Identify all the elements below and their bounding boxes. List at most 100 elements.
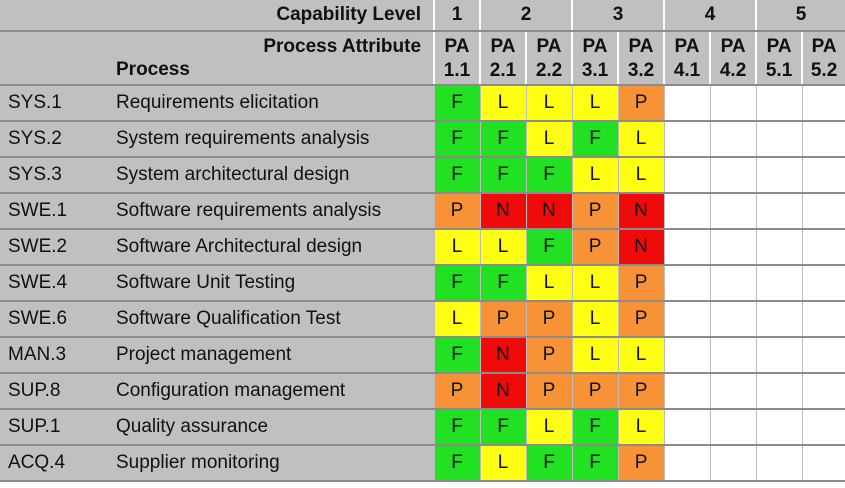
rating-cell: F bbox=[433, 337, 481, 374]
empty-rating-cell bbox=[755, 445, 803, 482]
process-id: SYS.3 bbox=[0, 157, 116, 194]
pa-header: PA 2.2 bbox=[525, 31, 573, 86]
process-name: Configuration management bbox=[116, 373, 435, 410]
pa-prefix: PA bbox=[536, 35, 562, 57]
rating-cell: L bbox=[571, 337, 619, 374]
rating-cell: L bbox=[525, 121, 573, 158]
empty-rating-cell bbox=[801, 193, 845, 230]
empty-rating-cell bbox=[755, 157, 803, 194]
process-name: Supplier monitoring bbox=[116, 445, 435, 482]
rating-cell: L bbox=[617, 121, 665, 158]
table-row: SUP.8 Configuration management P N P P P bbox=[0, 373, 845, 410]
pa-prefix: PA bbox=[582, 35, 608, 57]
capability-level-row: Capability Level 1 2 3 4 5 bbox=[0, 0, 845, 32]
process-id: MAN.3 bbox=[0, 337, 116, 374]
pa-prefix: PA bbox=[720, 35, 746, 57]
table-row: SYS.3 System architectural design F F F L L bbox=[0, 157, 845, 194]
pa-header: PA 2.1 bbox=[479, 31, 527, 86]
empty-rating-cell bbox=[663, 265, 711, 302]
empty-rating-cell bbox=[709, 193, 757, 230]
empty-rating-cell bbox=[663, 337, 711, 374]
capability-level-label: Capability Level bbox=[0, 0, 435, 32]
pa-number: 5.1 bbox=[765, 59, 793, 81]
empty-rating-cell bbox=[709, 121, 757, 158]
pa-prefix: PA bbox=[674, 35, 700, 57]
empty-rating-cell bbox=[709, 265, 757, 302]
process-column-label: Process bbox=[116, 59, 190, 80]
pa-header: PA 4.1 bbox=[663, 31, 711, 86]
empty-rating-cell bbox=[755, 193, 803, 230]
rating-cell: P bbox=[571, 193, 619, 230]
table-row: SWE.6 Software Qualification Test L P P L P bbox=[0, 301, 845, 338]
rating-cell: F bbox=[479, 121, 527, 158]
empty-rating-cell bbox=[663, 229, 711, 266]
empty-rating-cell bbox=[663, 409, 711, 446]
empty-rating-cell bbox=[755, 337, 803, 374]
rating-cell: N bbox=[479, 373, 527, 410]
rating-cell: N bbox=[525, 193, 573, 230]
rating-cell: N bbox=[479, 337, 527, 374]
rating-cell: F bbox=[433, 157, 481, 194]
level-4: 4 bbox=[663, 0, 757, 32]
pa-number: 3.1 bbox=[581, 59, 609, 81]
rating-cell: L bbox=[479, 229, 527, 266]
empty-rating-cell bbox=[755, 121, 803, 158]
process-name: Requirements elicitation bbox=[116, 85, 435, 122]
rating-cell: P bbox=[433, 373, 481, 410]
empty-rating-cell bbox=[801, 265, 845, 302]
empty-rating-cell bbox=[663, 301, 711, 338]
process-id: SWE.6 bbox=[0, 301, 116, 338]
rating-cell: L bbox=[571, 85, 619, 122]
rating-cell: L bbox=[571, 157, 619, 194]
process-attribute-label: Process Attribute bbox=[263, 36, 422, 57]
pa-prefix: PA bbox=[766, 35, 792, 57]
empty-rating-cell bbox=[801, 301, 845, 338]
rating-cell: F bbox=[433, 85, 481, 122]
empty-rating-cell bbox=[663, 445, 711, 482]
empty-rating-cell bbox=[755, 265, 803, 302]
level-5: 5 bbox=[755, 0, 845, 32]
level-2: 2 bbox=[479, 0, 573, 32]
empty-rating-cell bbox=[709, 337, 757, 374]
process-id: SUP.8 bbox=[0, 373, 116, 410]
rating-cell: L bbox=[479, 85, 527, 122]
rating-cell: P bbox=[617, 301, 665, 338]
empty-rating-cell bbox=[801, 337, 845, 374]
process-attribute-row: Process Attribute Process PA 1.1 PA 2.1 PA… bbox=[0, 31, 845, 86]
rating-cell: F bbox=[525, 157, 573, 194]
rating-cell: L bbox=[525, 265, 573, 302]
process-name: Project management bbox=[116, 337, 435, 374]
pa-prefix: PA bbox=[490, 35, 516, 57]
pa-prefix: PA bbox=[628, 35, 654, 57]
rating-cell: F bbox=[479, 157, 527, 194]
rating-cell: F bbox=[571, 445, 619, 482]
rating-cell: P bbox=[617, 373, 665, 410]
rating-cell: N bbox=[617, 193, 665, 230]
rating-cell: F bbox=[433, 121, 481, 158]
pa-header: PA 3.1 bbox=[571, 31, 619, 86]
rating-cell: P bbox=[433, 193, 481, 230]
empty-rating-cell bbox=[663, 193, 711, 230]
pa-number: 5.2 bbox=[810, 59, 838, 81]
pa-header: PA 3.2 bbox=[617, 31, 665, 86]
empty-rating-cell bbox=[709, 445, 757, 482]
rating-cell: L bbox=[617, 409, 665, 446]
rating-cell: P bbox=[617, 85, 665, 122]
rating-cell: L bbox=[525, 85, 573, 122]
process-id: SYS.2 bbox=[0, 121, 116, 158]
table-row: ACQ.4 Supplier monitoring F L F F P bbox=[0, 445, 845, 482]
process-id: SYS.1 bbox=[0, 85, 116, 122]
table-row: SYS.2 System requirements analysis F F L F L bbox=[0, 121, 845, 158]
empty-rating-cell bbox=[755, 373, 803, 410]
table-row: SWE.2 Software Architectural design L L F P N bbox=[0, 229, 845, 266]
pa-number: 1.1 bbox=[443, 59, 471, 81]
rating-cell: P bbox=[525, 337, 573, 374]
pa-prefix: PA bbox=[811, 35, 837, 57]
empty-rating-cell bbox=[801, 445, 845, 482]
rating-cell: F bbox=[571, 409, 619, 446]
rating-cell: F bbox=[525, 229, 573, 266]
empty-rating-cell bbox=[663, 121, 711, 158]
rating-cell: L bbox=[525, 409, 573, 446]
rating-cell: F bbox=[479, 265, 527, 302]
empty-rating-cell bbox=[663, 85, 711, 122]
